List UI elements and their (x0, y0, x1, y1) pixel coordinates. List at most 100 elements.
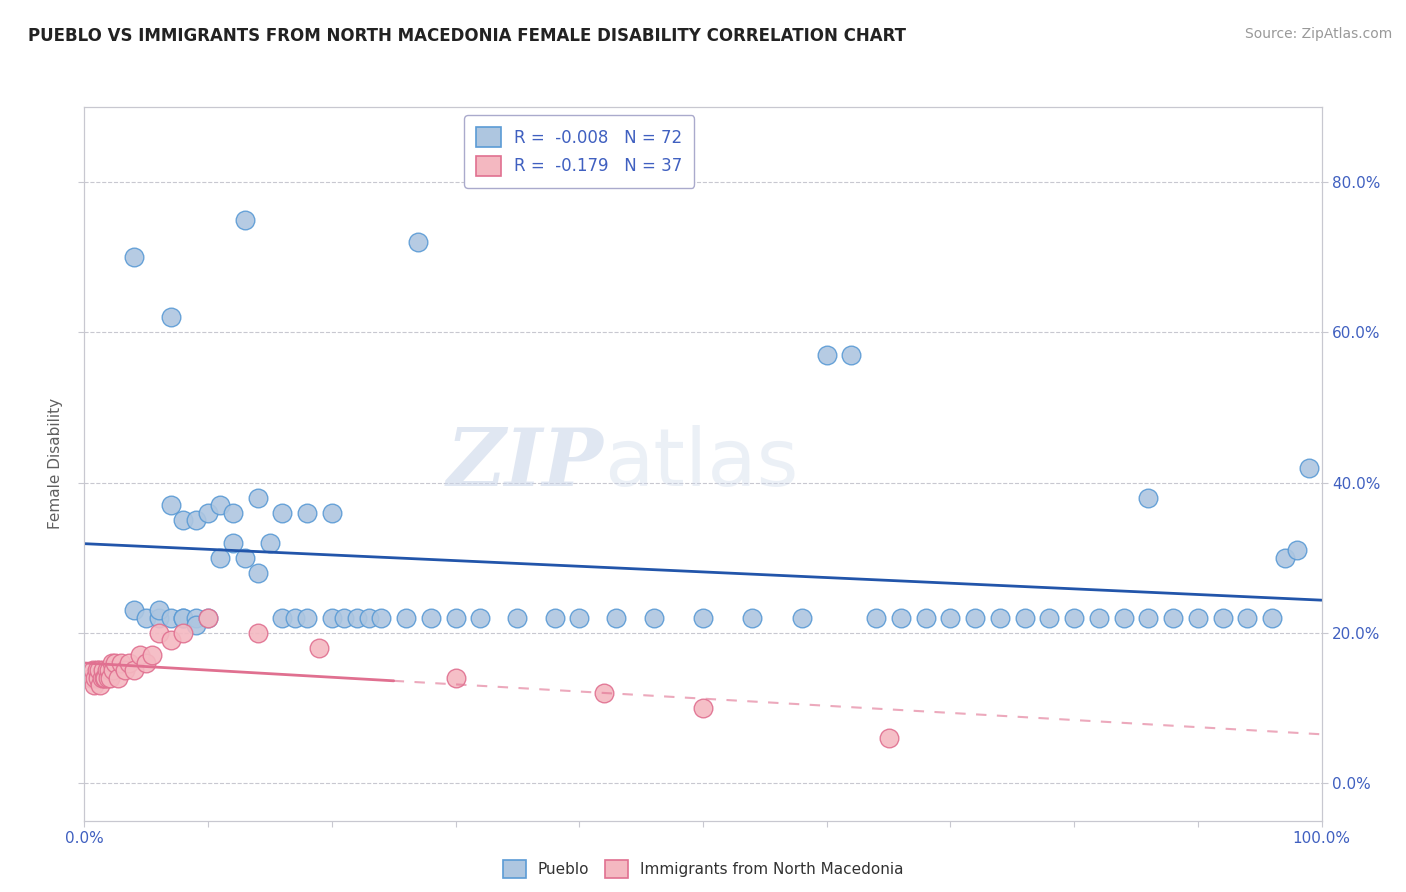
Point (90, 671, 112, 685)
Point (83, 678, 105, 692)
Point (1187, 611, 1209, 625)
Point (233, 212, 256, 227)
Point (86, 664, 108, 678)
Point (1285, 543, 1308, 558)
Y-axis label: Female Disability: Female Disability (48, 398, 63, 530)
Point (357, 611, 380, 625)
Point (94, 671, 117, 685)
Point (470, 611, 492, 625)
Point (233, 550, 256, 565)
Point (172, 513, 194, 527)
Point (790, 611, 813, 625)
Point (209, 498, 232, 512)
Point (1137, 491, 1160, 505)
Point (222, 535, 245, 549)
Point (988, 611, 1011, 625)
Point (965, 611, 987, 625)
Point (1038, 611, 1060, 625)
Point (184, 513, 207, 527)
Text: ZIP: ZIP (447, 425, 605, 502)
Point (1274, 550, 1296, 565)
Point (148, 611, 170, 625)
Point (321, 506, 343, 520)
Point (97, 671, 120, 685)
Text: Source: ZipAtlas.com: Source: ZipAtlas.com (1244, 27, 1392, 41)
Text: atlas: atlas (605, 425, 799, 503)
Point (308, 640, 330, 655)
Point (444, 671, 467, 685)
Point (184, 618, 207, 632)
Point (101, 664, 124, 678)
Point (643, 611, 665, 625)
Point (914, 611, 936, 625)
Point (89, 664, 111, 678)
Point (184, 611, 207, 625)
Point (197, 611, 219, 625)
Point (98, 671, 121, 685)
Point (148, 625, 170, 640)
Point (160, 498, 183, 512)
Point (93, 671, 115, 685)
Point (419, 611, 441, 625)
Point (160, 633, 183, 648)
Text: PUEBLO VS IMMIGRANTS FROM NORTH MACEDONIA FEMALE DISABILITY CORRELATION CHART: PUEBLO VS IMMIGRANTS FROM NORTH MACEDONI… (28, 27, 905, 45)
Point (197, 611, 219, 625)
Point (197, 506, 219, 520)
Point (104, 656, 127, 670)
Point (141, 648, 163, 663)
Point (1161, 611, 1184, 625)
Point (1112, 611, 1135, 625)
Point (246, 491, 269, 505)
Point (395, 611, 418, 625)
Legend: Pueblo, Immigrants from North Macedonia: Pueblo, Immigrants from North Macedonia (496, 854, 910, 884)
Point (172, 625, 194, 640)
Point (877, 731, 900, 745)
Point (98, 664, 121, 678)
Point (1298, 460, 1320, 475)
Point (346, 611, 368, 625)
Point (605, 611, 627, 625)
Point (172, 611, 194, 625)
Point (321, 611, 343, 625)
Point (271, 611, 294, 625)
Point (84, 671, 107, 685)
Point (444, 611, 467, 625)
Point (91, 664, 114, 678)
Point (107, 671, 129, 685)
Point (1063, 611, 1085, 625)
Point (160, 310, 183, 325)
Point (172, 611, 194, 625)
Point (295, 611, 318, 625)
Point (333, 611, 356, 625)
Point (1236, 611, 1258, 625)
Point (370, 611, 392, 625)
Point (87, 671, 110, 685)
Point (246, 566, 269, 580)
Point (1088, 611, 1111, 625)
Point (815, 348, 838, 362)
Point (841, 348, 863, 362)
Point (122, 664, 145, 678)
Point (79, 671, 101, 685)
Point (1261, 611, 1284, 625)
Point (122, 250, 145, 264)
Point (543, 611, 565, 625)
Point (114, 664, 136, 678)
Point (100, 656, 122, 670)
Point (246, 625, 269, 640)
Point (259, 535, 281, 549)
Point (135, 611, 157, 625)
Point (271, 506, 294, 520)
Point (82, 664, 104, 678)
Point (408, 235, 430, 250)
Point (506, 611, 529, 625)
Point (692, 701, 714, 715)
Point (295, 506, 318, 520)
Point (1137, 611, 1160, 625)
Point (741, 611, 763, 625)
Point (160, 611, 183, 625)
Point (129, 648, 152, 663)
Point (865, 611, 887, 625)
Point (122, 603, 145, 617)
Point (593, 686, 616, 700)
